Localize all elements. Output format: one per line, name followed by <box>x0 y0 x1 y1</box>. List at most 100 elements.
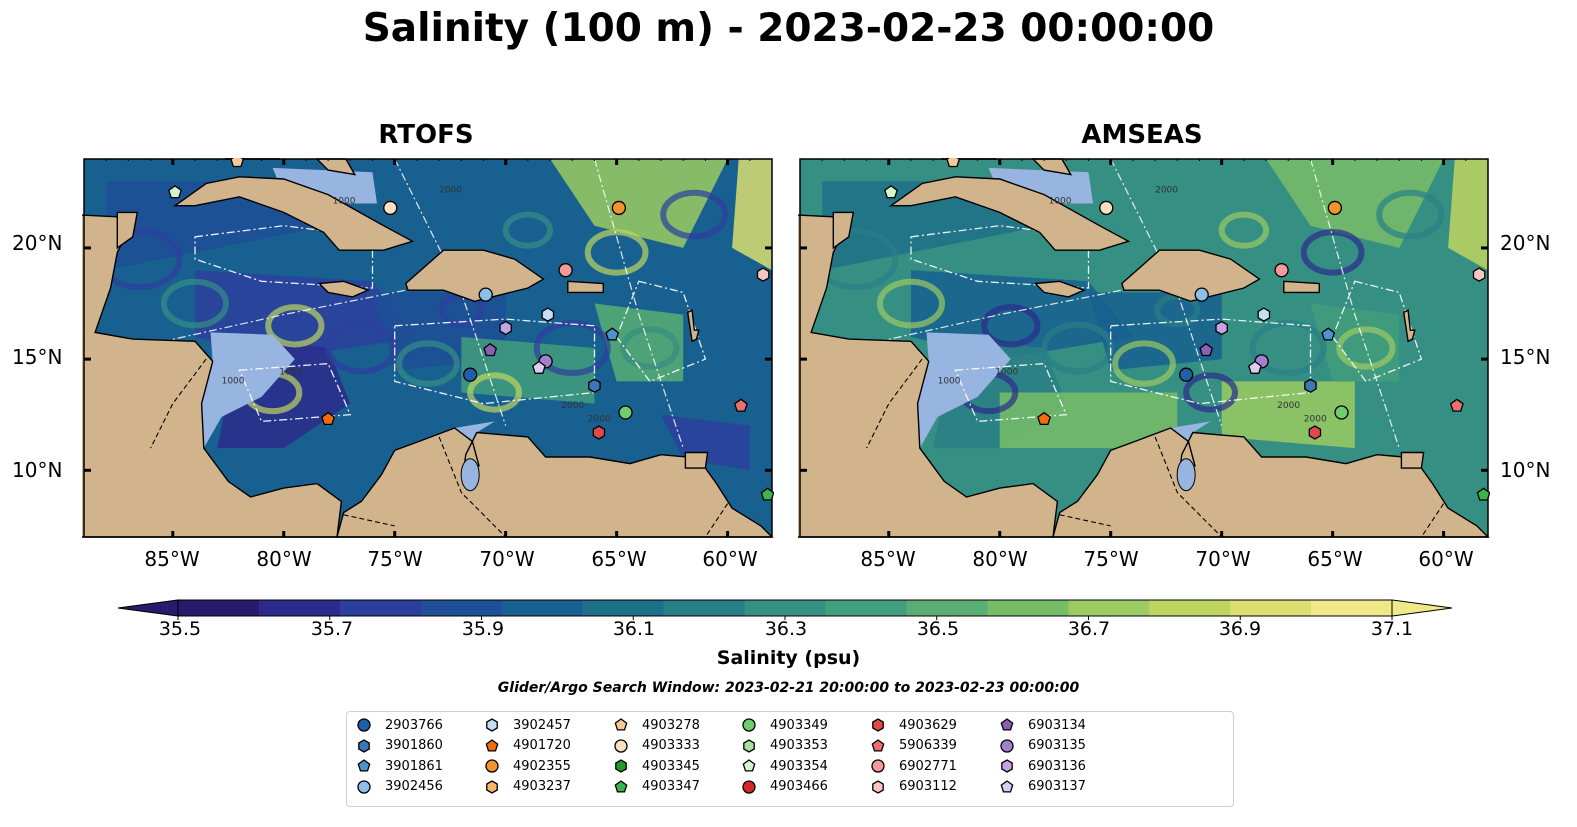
colorbar-tick-label: 35.7 <box>310 618 354 640</box>
legend-item: 4903353 <box>740 737 828 755</box>
legend-item: 4901720 <box>483 737 571 755</box>
lon-label-amseas: 70°W <box>1195 547 1251 571</box>
legend-marker-icon <box>614 738 628 753</box>
lat-label-left: 10°N <box>12 458 63 482</box>
legend-label: 2903766 <box>385 717 443 733</box>
legend-label: 6903137 <box>1028 779 1086 794</box>
eddy-feature <box>1183 372 1238 413</box>
platform-marker-4903354 <box>168 185 182 199</box>
platform-legend: 2903766 3901860 3901861 3902456 3902457 49017… <box>346 711 1234 807</box>
salinity-patch <box>550 159 728 248</box>
platform-marker-6903134 <box>1199 342 1214 357</box>
legend-item: 3902456 <box>355 778 443 796</box>
platform-marker-6903134 <box>483 342 498 357</box>
platform-marker-6902771 <box>1274 263 1289 278</box>
land-trinidad <box>1400 451 1425 469</box>
legend-marker-icon <box>871 738 885 752</box>
country-border <box>1420 503 1445 538</box>
platform-marker-3902457 <box>1257 307 1271 322</box>
platform-marker-4903629 <box>1308 425 1322 440</box>
salinity-colorbar <box>117 599 1453 620</box>
platform-marker-4903347 <box>760 487 774 501</box>
platform-marker-6903112 <box>1472 267 1486 282</box>
colorbar-segment <box>501 600 584 616</box>
legend-marker-icon <box>357 759 371 772</box>
country-border <box>150 358 207 449</box>
platform-marker-4903333 <box>383 200 398 216</box>
legend-marker-icon <box>358 738 370 753</box>
platform-marker-3902457 <box>541 307 555 322</box>
platform-marker-4903354 <box>884 185 898 199</box>
colorbar-tick-label: 36.9 <box>1218 618 1262 640</box>
legend-label: 4903629 <box>899 717 957 733</box>
isobath-label: 1000 <box>222 377 245 387</box>
colorbar-segment <box>744 600 826 616</box>
legend-marker-pentagon <box>485 738 499 752</box>
legend-marker-hexagon <box>486 718 498 732</box>
legend-marker-hexagon <box>1001 759 1013 773</box>
colorbar-segment <box>582 600 665 616</box>
lon-label-rtofs: 60°W <box>702 547 758 571</box>
lat-label-right: 15°N <box>1500 345 1551 369</box>
platform-marker-4903629 <box>592 425 606 440</box>
legend-label: 3902457 <box>513 717 571 733</box>
isobath-label: 2000 <box>1277 401 1300 411</box>
legend-label: 6903134 <box>1028 717 1086 733</box>
legend-item: 4903345 <box>612 757 700 775</box>
legend-marker-icon <box>614 718 628 731</box>
colorbar-segment <box>906 600 988 616</box>
legend-marker-pentagon <box>614 718 628 731</box>
legend-marker-icon <box>357 718 371 732</box>
legend-item: 4903278 <box>612 716 700 734</box>
land-jamaica <box>1033 280 1086 298</box>
platform-marker-3902456 <box>1194 287 1209 302</box>
legend-marker-circle <box>871 759 885 773</box>
map-frame <box>83 158 773 538</box>
colorbar-segment <box>825 600 907 616</box>
colorbar-label: Salinity (psu) <box>716 647 861 669</box>
land-jamaica <box>317 280 370 298</box>
colorbar-tick-label: 36.5 <box>916 618 960 640</box>
eez-boundary <box>238 362 352 423</box>
legend-marker-icon <box>743 738 755 753</box>
colorbar-segment <box>178 600 260 616</box>
legend-marker-icon <box>486 779 498 794</box>
isobath-label: 1000 <box>279 368 302 378</box>
land-south-america <box>336 427 774 538</box>
legend-marker-hexagon <box>615 759 627 773</box>
legend-marker-icon <box>742 759 756 772</box>
lake-maracaibo <box>460 458 480 492</box>
isobath-label: 2000 <box>1304 414 1327 424</box>
legend-label: 6903112 <box>899 779 957 794</box>
eddy-feature <box>584 229 649 276</box>
platform-marker-6903136 <box>1215 320 1228 336</box>
land-cuba <box>172 176 415 251</box>
legend-marker-pentagon <box>357 759 371 772</box>
colorbar-tick-label: 37.1 <box>1370 618 1414 640</box>
eez-boundary <box>1309 158 1400 449</box>
colorbar-tick-label: 36.1 <box>612 618 656 640</box>
legend-marker-circle <box>742 779 756 794</box>
legend-label: 4903278 <box>642 717 700 733</box>
land-yucatan-shelf <box>832 211 855 250</box>
legend-marker-pentagon <box>871 738 885 752</box>
legend-marker-icon <box>485 759 499 773</box>
legend-marker-pentagon <box>742 759 756 772</box>
isobath-label: 1000 <box>333 196 356 206</box>
legend-item: 6903112 <box>869 778 957 796</box>
legend-marker-circle <box>614 738 628 753</box>
colorbar-extend-max <box>1391 599 1453 617</box>
eddy-feature <box>1300 229 1365 276</box>
platform-marker-6903112 <box>756 267 770 282</box>
colorbar-segment <box>258 600 341 616</box>
eddy-feature <box>1376 189 1445 240</box>
legend-label: 4903466 <box>770 779 828 794</box>
country-border <box>438 436 507 538</box>
eddy-feature <box>160 278 230 329</box>
legend-item: 4903629 <box>869 716 957 734</box>
land-puerto-rico <box>567 280 604 294</box>
isobath-label: 2000 <box>439 185 462 195</box>
legend-item: 6903136 <box>998 757 1086 775</box>
panel-title-rtofs: RTOFS <box>378 120 474 150</box>
legend-marker-icon <box>485 738 499 752</box>
